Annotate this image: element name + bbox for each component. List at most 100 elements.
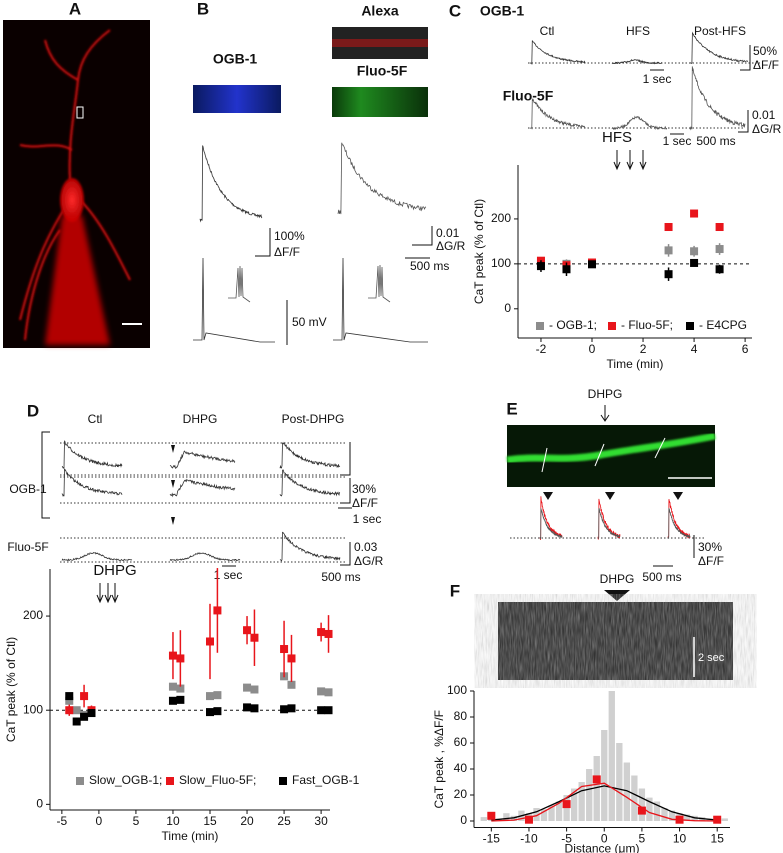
x-tick-label: 25 <box>277 814 291 828</box>
dye-label: Fluo-5F <box>503 88 554 104</box>
point <box>250 704 259 713</box>
point <box>280 705 289 714</box>
scale-bar <box>340 542 351 566</box>
x-tick-label: -5 <box>561 832 572 846</box>
point <box>715 265 724 274</box>
arrowhead <box>605 492 615 500</box>
x-tick-label: 5 <box>133 814 140 828</box>
trace <box>529 97 586 130</box>
x-axis-title: Time (min) <box>607 357 664 371</box>
scale-label: 30% <box>698 540 722 554</box>
y-tick-label: 60 <box>454 735 468 749</box>
y-tick-label: 100 <box>491 256 511 270</box>
point <box>675 815 684 824</box>
legend-swatch <box>608 322 616 330</box>
x-tick-label: 10 <box>673 832 687 846</box>
y-tick-label: 0 <box>36 797 43 811</box>
histogram-bar <box>661 808 668 821</box>
point <box>487 811 496 820</box>
histogram-bar <box>578 782 585 821</box>
histogram-bar <box>570 788 578 821</box>
y-tick-label: 0 <box>504 301 511 315</box>
point <box>324 688 333 697</box>
histogram-bar <box>721 818 728 821</box>
scale-label: 0.01 <box>752 108 776 122</box>
y-tick-label: 100 <box>447 683 467 697</box>
trace <box>199 145 263 223</box>
point <box>588 260 597 269</box>
trace <box>689 66 746 131</box>
point <box>664 223 673 232</box>
trace <box>368 264 391 303</box>
trace <box>169 478 236 498</box>
dendrite-image <box>193 85 281 113</box>
histogram-bar <box>540 809 548 821</box>
histogram-bar <box>683 814 691 821</box>
y-axis-title: CaT peak (% of Ctl) <box>472 199 486 304</box>
condition-label: Ctl <box>88 412 103 426</box>
legend-label: - Fluo-5F; <box>621 318 673 332</box>
point <box>65 692 74 701</box>
arrow <box>111 583 119 604</box>
arrowhead <box>543 492 553 500</box>
point <box>536 262 545 271</box>
arrow <box>613 150 621 171</box>
point <box>592 775 601 784</box>
point <box>524 815 533 824</box>
point <box>168 651 177 660</box>
trace <box>539 507 563 539</box>
scale-bar <box>412 226 433 246</box>
point <box>72 717 81 726</box>
scale-label: 0.03 <box>354 540 378 554</box>
arrow <box>96 583 104 604</box>
scale-bar <box>255 228 271 257</box>
x-tick-label: 2 <box>640 342 647 356</box>
point <box>250 685 259 694</box>
y-tick-label: 200 <box>23 608 43 622</box>
scale-label: 1 sec <box>643 72 672 86</box>
arrow <box>639 150 647 171</box>
histogram-bar <box>631 775 638 821</box>
x-axis-title: Distance (μm) <box>565 842 640 853</box>
point <box>72 706 81 715</box>
scale-label: 2 sec <box>698 652 725 664</box>
arrowhead <box>171 445 175 453</box>
annotation: DHPG <box>93 562 136 579</box>
histogram-bar <box>586 769 593 821</box>
point <box>250 633 259 642</box>
legend-label: - E4CPG <box>699 318 747 332</box>
legend-swatch <box>686 322 694 330</box>
point <box>213 691 222 700</box>
chart: 0 100 200 -5 0 5 10 15 20 25 30 Time (min) CaT peak … <box>4 562 360 843</box>
x-tick-label: 4 <box>691 342 698 356</box>
point <box>664 246 673 255</box>
x-tick-label: 5 <box>639 832 646 846</box>
scale-label: ΔG/R <box>436 239 466 253</box>
arrow <box>604 590 630 601</box>
trace <box>279 531 341 562</box>
point <box>715 245 724 254</box>
arrowhead <box>171 517 175 525</box>
legend-swatch <box>279 777 287 785</box>
scale-bar <box>340 442 351 476</box>
point <box>324 706 333 715</box>
scale-label: 30% <box>352 482 376 496</box>
point <box>715 223 724 232</box>
trace <box>337 142 427 215</box>
dye-label: OGB-1 <box>480 3 525 19</box>
condition-label: Ctl <box>540 24 555 38</box>
point <box>287 680 296 689</box>
y-tick-label: 200 <box>491 211 511 225</box>
trace <box>61 440 123 470</box>
point <box>287 654 296 663</box>
x-tick-label: 15 <box>711 832 725 846</box>
point <box>206 637 214 646</box>
trace <box>61 551 133 562</box>
scale-label: ΔF/F <box>753 58 779 72</box>
point <box>80 712 89 721</box>
traces <box>60 31 760 567</box>
point <box>168 682 177 691</box>
legend-swatch <box>76 777 84 785</box>
x-tick-label: -2 <box>536 342 547 356</box>
point <box>243 683 252 692</box>
